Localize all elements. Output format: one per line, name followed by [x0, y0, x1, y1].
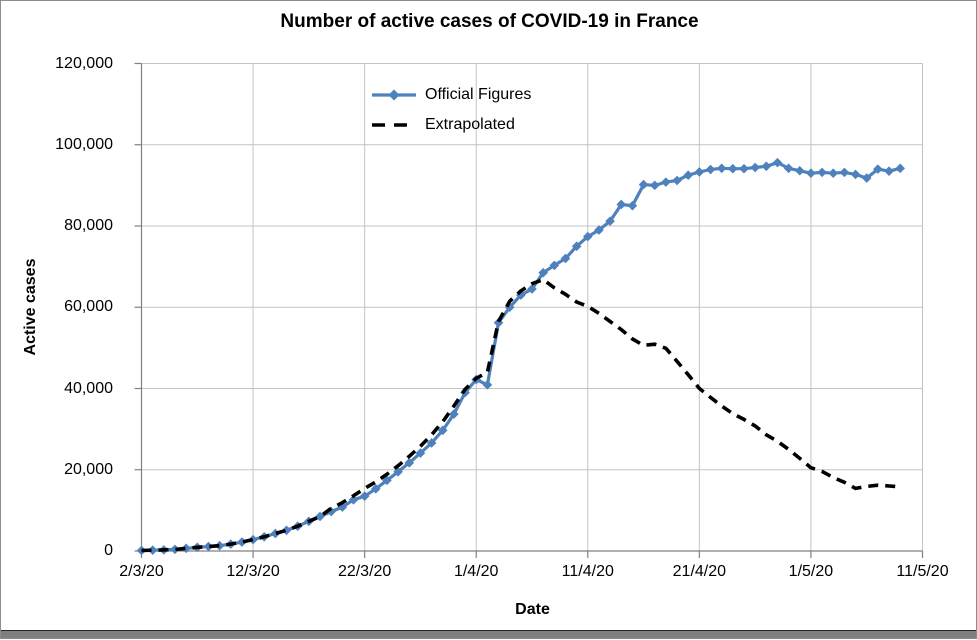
data-point-marker: [437, 425, 448, 436]
data-point-marker: [739, 163, 749, 174]
data-point-marker: [382, 475, 392, 486]
data-point-marker: [895, 163, 905, 174]
data-point-marker: [404, 458, 415, 468]
data-point-marker: [538, 267, 548, 278]
x-tick-label: 21/4/20: [672, 563, 727, 580]
x-tick-label: 12/3/20: [226, 563, 280, 580]
y-tick-label: 40,000: [64, 379, 113, 397]
data-point-marker: [560, 253, 571, 264]
data-point-marker: [337, 502, 348, 512]
data-point-marker: [315, 511, 325, 522]
data-point-marker: [627, 200, 638, 211]
data-point-marker: [616, 199, 627, 210]
data-point-marker: [493, 317, 504, 328]
data-point-marker: [415, 448, 426, 458]
data-point-marker: [649, 180, 660, 191]
x-tick-label: 11/5/20: [896, 563, 949, 580]
official-figures-line: [141, 161, 901, 553]
data-point-marker: [571, 241, 582, 252]
x-tick-label: 22/3/20: [337, 563, 392, 580]
data-point-marker: [716, 163, 727, 174]
chart-title: Number of active cases of COVID-19 in Fr…: [280, 11, 699, 32]
data-point-marker: [750, 162, 760, 173]
data-point-marker: [694, 167, 705, 177]
data-point-marker: [348, 495, 359, 505]
data-point-marker: [605, 216, 615, 226]
data-point-marker: [828, 168, 839, 178]
legend-item-extrapolated: Extrapolated: [371, 110, 531, 140]
data-point-marker: [638, 179, 649, 190]
data-point-marker: [783, 163, 794, 174]
data-point-marker: [549, 260, 560, 271]
data-point-marker: [806, 168, 816, 178]
data-point-marker: [728, 163, 738, 174]
legend-item-official-figures: Official Figures: [371, 80, 531, 110]
data-point-marker: [683, 170, 693, 181]
data-point-marker: [371, 484, 381, 494]
x-tick-label: 1/5/20: [788, 563, 834, 580]
data-point-marker: [281, 525, 292, 536]
data-point-marker: [794, 165, 805, 176]
data-point-marker: [594, 225, 604, 235]
data-point-marker: [884, 166, 894, 176]
official-figures-line-sample-icon: [372, 89, 416, 101]
data-point-marker: [672, 175, 682, 186]
data-point-marker: [817, 167, 827, 178]
data-point-marker: [170, 544, 180, 555]
y-tick-label: 60,000: [64, 298, 113, 316]
y-axis-title: Active cases: [22, 258, 39, 356]
y-tick-label: 120,000: [55, 54, 113, 72]
data-point-marker: [359, 491, 370, 501]
data-point-marker: [237, 537, 247, 547]
data-point-marker: [482, 380, 493, 390]
data-point-marker: [850, 169, 861, 180]
x-tick-label: 1/4/20: [453, 563, 499, 580]
legend-label-official-figures: Official Figures: [425, 86, 532, 103]
data-point-marker: [181, 543, 191, 554]
legend: Official Figures Extrapolated: [371, 80, 531, 140]
window-edge-strip: [1, 630, 976, 638]
data-point-marker: [147, 545, 158, 556]
data-point-marker: [772, 157, 783, 168]
data-point-marker: [705, 164, 716, 175]
legend-label-extrapolated: Extrapolated: [425, 116, 515, 133]
data-point-marker: [203, 541, 214, 552]
data-point-marker: [582, 231, 593, 242]
x-tick-label: 2/3/20: [119, 563, 164, 580]
y-tick-label: 100,000: [55, 135, 113, 153]
data-point-marker: [426, 438, 437, 448]
extrapolated-line-sample-icon: [372, 123, 411, 127]
data-point-marker: [214, 540, 225, 551]
extrapolated-line: [141, 277, 901, 553]
x-axis-title: Date: [515, 601, 550, 618]
data-point-marker: [527, 284, 537, 294]
y-tick-label: 20,000: [64, 460, 113, 478]
data-point-marker: [761, 161, 772, 172]
data-point-marker: [873, 164, 883, 174]
x-tick-label: 11/4/20: [561, 563, 614, 580]
y-tick-label: 80,000: [64, 217, 113, 234]
data-point-marker: [861, 173, 872, 183]
data-point-marker: [839, 167, 850, 178]
data-point-marker: [661, 177, 671, 187]
data-point-marker: [449, 409, 459, 419]
data-point-marker: [270, 528, 281, 539]
y-tick-label: 0: [104, 542, 113, 559]
data-point-marker: [248, 534, 258, 545]
